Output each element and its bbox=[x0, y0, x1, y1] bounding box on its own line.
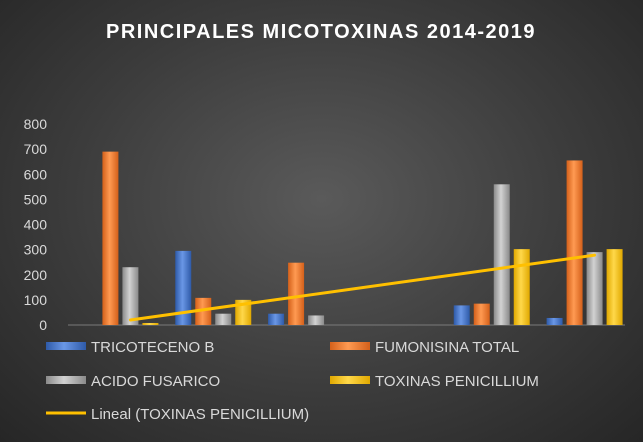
bar-tricoteceno-b bbox=[546, 317, 563, 325]
legend-label: TRICOTECENO B bbox=[91, 339, 214, 356]
y-tick-label: 600 bbox=[24, 166, 48, 182]
bar-fumonisina-total bbox=[473, 303, 490, 325]
legend-acido-fusarico: ACIDO FUSARICO bbox=[46, 373, 220, 390]
trendline bbox=[128, 253, 597, 322]
legend-swatch bbox=[330, 342, 370, 350]
bars-group bbox=[102, 151, 623, 325]
bar-tricoteceno-b bbox=[268, 313, 285, 325]
trendline-group bbox=[128, 253, 597, 322]
y-tick-label: 800 bbox=[24, 116, 48, 132]
bar-toxinas-penicillium bbox=[142, 322, 159, 325]
bar-acido-fusarico bbox=[493, 184, 510, 325]
bar-fumonisina-total bbox=[566, 160, 583, 325]
y-axis: 0 100 200 300 400 500 600 700 800 bbox=[24, 116, 48, 333]
legend-label: TOXINAS PENICILLIUM bbox=[375, 373, 539, 390]
y-tick-label: 0 bbox=[39, 317, 47, 333]
y-tick-label: 300 bbox=[24, 242, 48, 258]
y-tick-label: 400 bbox=[24, 217, 48, 233]
legend-label: Lineal (TOXINAS PENICILLIUM) bbox=[91, 406, 309, 423]
chart-title: PRINCIPALES MICOTOXINAS 2014-2019 bbox=[106, 21, 536, 43]
legend-fumonisina-total: FUMONISINA TOTAL bbox=[330, 339, 519, 356]
legend: TRICOTECENO B FUMONISINA TOTAL ACIDO FUSAR… bbox=[46, 339, 539, 423]
y-tick-label: 200 bbox=[24, 267, 48, 283]
legend-tricoteceno-b: TRICOTECENO B bbox=[46, 339, 214, 356]
legend-toxinas-penicillium: TOXINAS PENICILLIUM bbox=[330, 373, 539, 390]
bar-fumonisina-total bbox=[288, 262, 305, 325]
bar-acido-fusarico bbox=[308, 315, 325, 325]
bar-toxinas-penicillium bbox=[606, 249, 623, 325]
legend-label: FUMONISINA TOTAL bbox=[375, 339, 519, 356]
y-tick-label: 100 bbox=[24, 292, 48, 308]
legend-swatch bbox=[46, 376, 86, 384]
bar-fumonisina-total bbox=[102, 151, 119, 325]
y-tick-label: 700 bbox=[24, 141, 48, 157]
legend-trendline: Lineal (TOXINAS PENICILLIUM) bbox=[46, 406, 309, 423]
bar-toxinas-penicillium bbox=[513, 249, 530, 325]
y-tick-label: 500 bbox=[24, 191, 48, 207]
legend-swatch bbox=[46, 342, 86, 350]
bar-tricoteceno-b bbox=[175, 250, 192, 325]
bar-fumonisina-total bbox=[195, 297, 212, 325]
bar-acido-fusarico bbox=[122, 267, 139, 325]
bar-acido-fusarico bbox=[586, 252, 603, 325]
legend-label: ACIDO FUSARICO bbox=[91, 373, 220, 390]
legend-swatch bbox=[330, 376, 370, 384]
bar-acido-fusarico bbox=[215, 313, 232, 325]
bar-tricoteceno-b bbox=[453, 305, 470, 325]
